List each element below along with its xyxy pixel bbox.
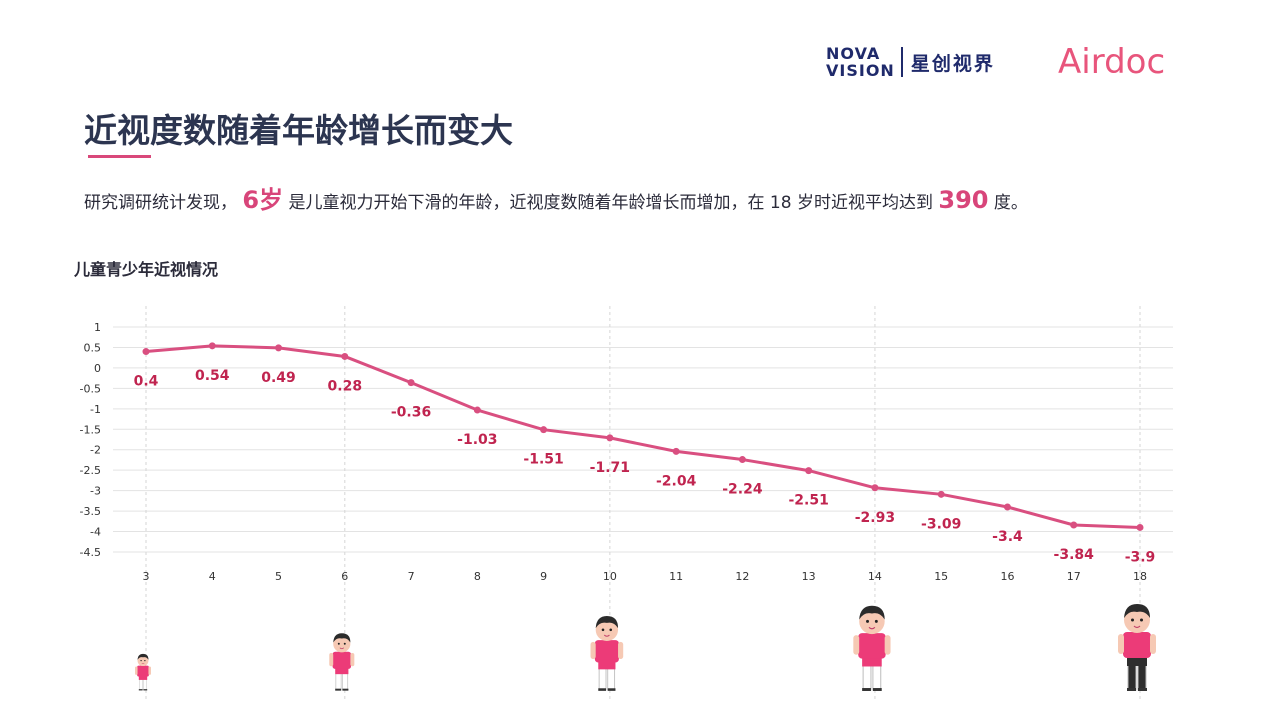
summary-text: 研究调研统计发现， 6岁 是儿童视力开始下滑的年龄，近视度数随着年龄增长而增加，… <box>84 180 1028 215</box>
summary-age-highlight: 6岁 <box>242 186 284 214</box>
data-label: -2.93 <box>855 510 895 526</box>
novavision-wordmark: NOVA VISION <box>826 45 895 79</box>
teen-figure-icon <box>1118 604 1156 691</box>
data-label: 0.4 <box>134 374 159 390</box>
data-label: 0.28 <box>328 378 363 394</box>
summary-part3: 度。 <box>993 193 1028 213</box>
data-point <box>805 467 813 475</box>
data-point <box>540 426 548 434</box>
y-tick-label: -1 <box>90 403 101 416</box>
data-point <box>275 344 283 352</box>
y-tick-label: -4 <box>90 526 101 539</box>
x-tick-label: 8 <box>474 570 481 583</box>
y-tick-label: -3.5 <box>80 505 101 518</box>
summary-value-highlight: 390 <box>938 186 989 214</box>
data-label: -2.24 <box>722 482 763 498</box>
data-point <box>937 490 945 498</box>
child-figure-icon <box>853 605 891 691</box>
data-label: -2.51 <box>788 493 828 509</box>
x-tick-label: 16 <box>1000 570 1014 583</box>
data-point <box>606 434 614 442</box>
airdoc-logo: Airdoc <box>1058 42 1166 82</box>
data-point <box>208 342 216 350</box>
y-tick-label: -0.5 <box>80 382 101 395</box>
data-point <box>473 406 481 414</box>
child-figure-icon <box>329 633 355 691</box>
data-label: 0.54 <box>195 368 230 384</box>
x-tick-label: 7 <box>408 570 415 583</box>
data-label: -2.04 <box>656 473 697 489</box>
nova-line2: VISION <box>826 61 895 80</box>
y-tick-label: -4.5 <box>80 546 101 559</box>
data-label: -1.51 <box>523 452 563 468</box>
y-tick-label: 1 <box>94 321 101 334</box>
x-tick-label: 14 <box>868 570 882 583</box>
data-label: -3.09 <box>921 516 961 532</box>
data-label: 0.49 <box>261 370 296 386</box>
data-label: -1.71 <box>590 460 630 476</box>
y-tick-label: -1.5 <box>80 423 101 436</box>
summary-part1: 研究调研统计发现， <box>84 193 237 213</box>
data-point <box>407 379 415 387</box>
x-tick-label: 4 <box>209 570 216 583</box>
x-tick-label: 6 <box>341 570 348 583</box>
data-point <box>1136 523 1144 531</box>
y-tick-label: -3 <box>90 485 101 498</box>
nova-line1: NOVA <box>826 44 881 63</box>
x-tick-label: 10 <box>603 570 617 583</box>
data-point <box>341 352 349 360</box>
data-label: -1.03 <box>457 432 497 448</box>
y-tick-label: -2 <box>90 444 101 457</box>
x-tick-label: 11 <box>669 570 683 583</box>
x-tick-label: 13 <box>802 570 816 583</box>
data-point <box>871 484 879 492</box>
series-line <box>144 344 1142 529</box>
data-point <box>1070 521 1078 529</box>
data-label: -3.84 <box>1054 547 1095 563</box>
logo-divider <box>900 47 903 77</box>
data-point <box>672 447 680 455</box>
x-tick-label: 9 <box>540 570 547 583</box>
y-tick-label: -2.5 <box>80 464 101 477</box>
y-tick-label: 0 <box>94 362 101 375</box>
x-tick-label: 17 <box>1067 570 1081 583</box>
x-tick-label: 18 <box>1133 570 1147 583</box>
nova-cn-name: 星创视界 <box>910 52 995 75</box>
chart-title: 儿童青少年近视情况 <box>74 260 219 279</box>
data-point <box>142 348 150 356</box>
y-tick-label: 0.5 <box>84 341 102 354</box>
child-figure-icon <box>590 616 624 691</box>
data-label: -0.36 <box>391 405 431 421</box>
data-label: -3.9 <box>1125 549 1156 565</box>
x-tick-label: 12 <box>735 570 749 583</box>
novavision-logo: NOVA VISION 星创视界 <box>826 44 995 80</box>
title-underline <box>88 155 151 158</box>
child-figure-icon <box>135 653 151 691</box>
data-label: -3.4 <box>992 529 1023 545</box>
data-point <box>738 456 746 464</box>
summary-part2: 是儿童视力开始下滑的年龄，近视度数随着年龄增长而增加，在 18 岁时近视平均达到 <box>288 193 933 213</box>
x-tick-label: 5 <box>275 570 282 583</box>
page-title: 近视度数随着年龄增长而变大 <box>84 111 513 150</box>
x-tick-label: 15 <box>934 570 948 583</box>
x-tick-label: 3 <box>143 570 150 583</box>
data-point <box>1003 503 1011 511</box>
